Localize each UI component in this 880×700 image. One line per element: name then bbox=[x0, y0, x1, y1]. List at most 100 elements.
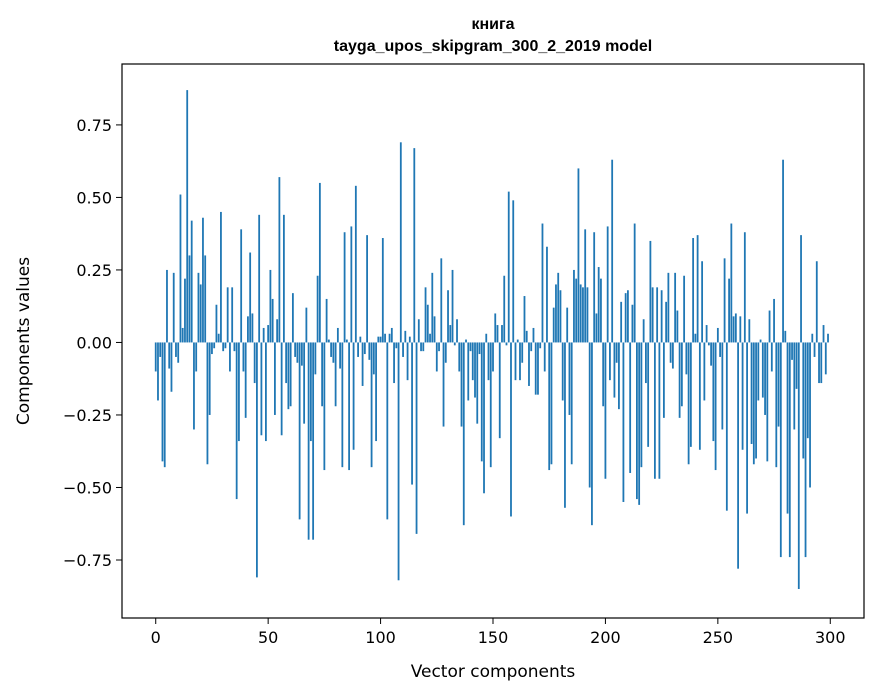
bar bbox=[334, 342, 337, 407]
bar bbox=[318, 182, 321, 343]
bar bbox=[750, 342, 753, 444]
bar bbox=[687, 342, 690, 465]
bar bbox=[238, 342, 240, 442]
bar bbox=[818, 342, 820, 384]
bar bbox=[404, 330, 407, 343]
bar bbox=[224, 342, 227, 349]
bar bbox=[725, 342, 728, 511]
bar bbox=[811, 333, 814, 343]
bar bbox=[408, 336, 411, 343]
bar bbox=[593, 232, 596, 343]
bar bbox=[202, 217, 204, 343]
bar bbox=[622, 342, 625, 502]
bar bbox=[377, 336, 380, 343]
bar bbox=[485, 333, 488, 343]
bar bbox=[813, 342, 816, 357]
bar bbox=[519, 342, 521, 381]
bar bbox=[809, 342, 811, 488]
bar bbox=[492, 342, 494, 372]
bar bbox=[766, 342, 769, 462]
bar bbox=[501, 325, 503, 343]
bar bbox=[696, 235, 699, 343]
bar bbox=[618, 342, 620, 410]
bar bbox=[741, 342, 744, 450]
y-tick-label: −0.25 bbox=[63, 406, 112, 425]
x-tick-label: 150 bbox=[478, 628, 509, 647]
bar bbox=[381, 238, 384, 343]
bar bbox=[240, 229, 243, 343]
bar bbox=[199, 284, 202, 343]
bar bbox=[375, 342, 377, 442]
bar bbox=[343, 232, 346, 343]
bar bbox=[667, 272, 670, 343]
bar bbox=[235, 342, 238, 500]
bar bbox=[575, 278, 578, 343]
bar bbox=[604, 342, 607, 479]
bar bbox=[611, 159, 614, 343]
bar bbox=[613, 342, 616, 398]
bar bbox=[415, 342, 418, 534]
bar bbox=[606, 226, 609, 343]
bar bbox=[678, 342, 681, 418]
bar bbox=[384, 333, 386, 343]
bar bbox=[773, 298, 775, 343]
bar bbox=[734, 313, 737, 343]
bar bbox=[703, 342, 706, 401]
bar bbox=[525, 330, 528, 343]
bar bbox=[615, 342, 618, 363]
bar bbox=[629, 342, 632, 473]
bar bbox=[653, 342, 656, 479]
bar bbox=[743, 232, 746, 343]
bar bbox=[514, 342, 517, 381]
bar bbox=[764, 342, 766, 415]
chart-subtitle: tayga_upos_skipgram_300_2_2019 model bbox=[334, 38, 652, 55]
bar bbox=[193, 342, 195, 430]
bar bbox=[217, 333, 220, 343]
bar bbox=[341, 342, 344, 468]
bar bbox=[159, 342, 162, 357]
bar bbox=[548, 342, 551, 471]
bar bbox=[229, 342, 231, 372]
x-tick-label: 100 bbox=[365, 628, 396, 647]
bar bbox=[779, 342, 782, 558]
bar bbox=[458, 342, 461, 372]
bar bbox=[352, 342, 355, 450]
bar bbox=[287, 342, 290, 410]
bar bbox=[467, 342, 470, 401]
bar bbox=[559, 290, 562, 343]
bar bbox=[350, 226, 353, 343]
bar bbox=[476, 342, 479, 424]
bar bbox=[406, 342, 409, 381]
bar bbox=[285, 342, 288, 384]
bar bbox=[642, 319, 645, 343]
bar bbox=[597, 267, 600, 343]
bar bbox=[258, 214, 261, 343]
bar bbox=[478, 342, 481, 355]
y-tick-label: 0.75 bbox=[76, 116, 112, 135]
bar bbox=[370, 342, 373, 468]
bar bbox=[498, 342, 501, 439]
bar bbox=[251, 313, 254, 343]
bar bbox=[422, 342, 425, 352]
bar bbox=[552, 307, 555, 343]
bar bbox=[512, 200, 515, 343]
chart-title: книга bbox=[471, 16, 514, 33]
bar bbox=[424, 287, 427, 343]
bar bbox=[537, 342, 539, 395]
bar bbox=[716, 327, 719, 343]
bar bbox=[496, 325, 499, 343]
bar bbox=[793, 342, 796, 430]
bar bbox=[451, 269, 454, 343]
bar bbox=[231, 287, 234, 343]
bar bbox=[631, 304, 634, 343]
bar bbox=[685, 342, 688, 375]
bar bbox=[784, 330, 787, 343]
bar bbox=[739, 316, 742, 343]
x-tick-label: 300 bbox=[815, 628, 846, 647]
bar bbox=[184, 278, 186, 343]
bar bbox=[442, 342, 445, 427]
bar bbox=[413, 148, 416, 343]
bar bbox=[671, 342, 674, 369]
bar bbox=[211, 342, 213, 355]
bar bbox=[177, 342, 180, 363]
